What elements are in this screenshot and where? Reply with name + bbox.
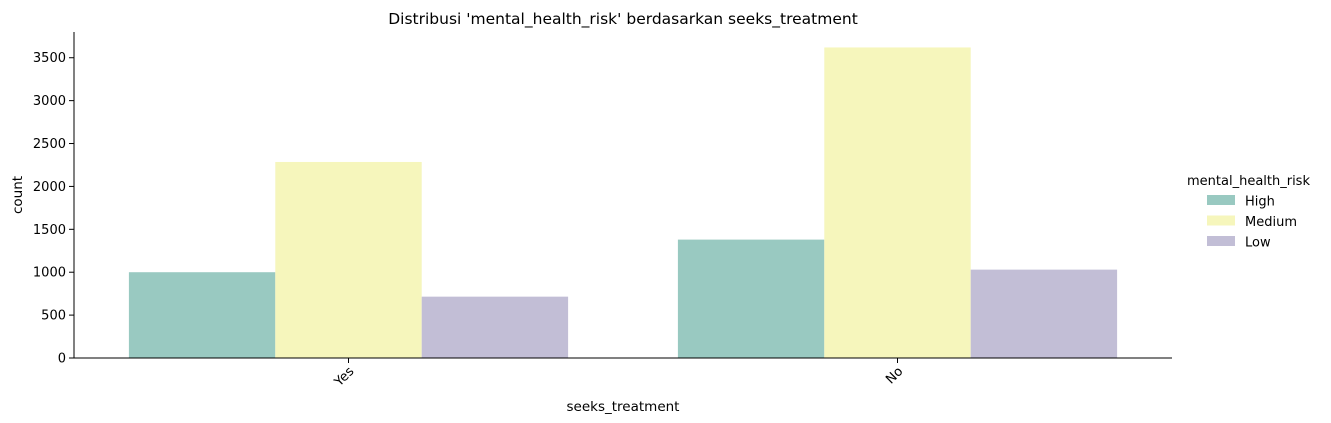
legend-swatch-low: [1207, 236, 1235, 246]
legend-swatch-medium: [1207, 215, 1235, 226]
x-axis-title: seeks_treatment: [567, 399, 680, 415]
y-tick-label: 0: [58, 352, 66, 367]
y-tick-label: 2500: [33, 137, 66, 152]
bar-yes-high: [128, 272, 276, 358]
y-tick-label: 1000: [33, 266, 66, 281]
y-axis-title: count: [10, 176, 26, 214]
y-tick-label: 3000: [33, 94, 66, 109]
legend-label-high: High: [1245, 195, 1275, 210]
y-axis: 0 500 1000 1500 2000 2500 3000 3500: [33, 32, 75, 367]
legend: mental_health_risk High Medium Low: [1187, 174, 1310, 251]
x-tick-label: No: [883, 364, 906, 387]
x-axis: Yes No: [74, 357, 1172, 390]
bar-no-high: [677, 239, 825, 358]
bar-no-low: [970, 269, 1118, 358]
y-tick-label: 500: [41, 309, 66, 324]
bar-no-medium: [824, 47, 971, 358]
legend-label-low: Low: [1245, 236, 1271, 251]
bar-yes-medium: [275, 161, 422, 358]
y-tick-label: 1500: [33, 223, 66, 238]
y-tick-label: 3500: [33, 51, 66, 66]
bar-yes-low: [421, 296, 569, 358]
x-tick-label: Yes: [331, 364, 357, 390]
legend-swatch-high: [1207, 195, 1235, 205]
chart-title: Distribusi 'mental_health_risk' berdasar…: [388, 10, 858, 29]
y-tick-label: 2000: [33, 180, 66, 195]
plot-area: [128, 47, 1118, 358]
legend-title: mental_health_risk: [1187, 174, 1310, 189]
legend-label-medium: Medium: [1245, 215, 1297, 230]
